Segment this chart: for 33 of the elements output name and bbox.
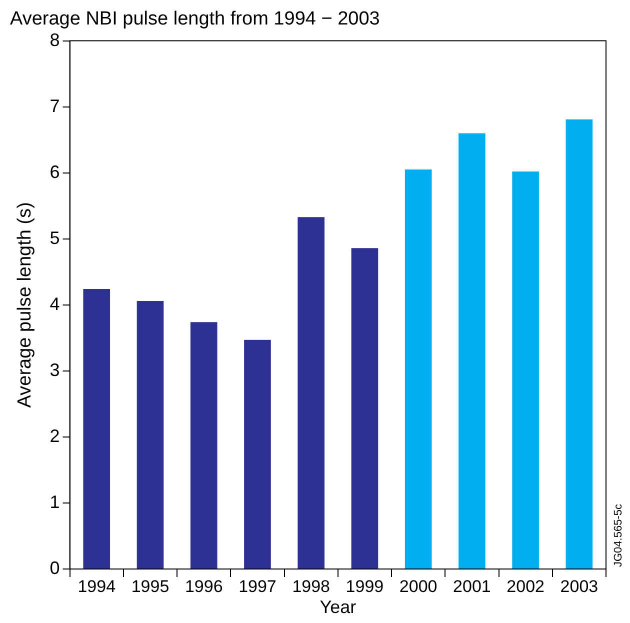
y-tick-label: 1: [50, 492, 60, 512]
bar: [404, 170, 432, 568]
y-tick-label: 3: [50, 360, 60, 380]
y-tick-label: 8: [50, 30, 60, 50]
x-tick-label: 1997: [238, 576, 276, 596]
bar: [244, 340, 271, 568]
y-tick-label: 5: [50, 228, 60, 248]
bar: [566, 119, 593, 568]
x-tick-label: 1999: [346, 576, 384, 596]
text: JG04.565-5c: [612, 504, 625, 567]
x-axis-title: Year: [320, 597, 356, 618]
bar: [512, 172, 539, 568]
x-tick-label: 1995: [131, 576, 170, 596]
x-tick-label: 2003: [560, 576, 598, 596]
bar: [298, 217, 324, 568]
y-tick-label: 4: [50, 294, 60, 314]
bar: [190, 322, 218, 568]
x-tick-label: 2000: [399, 576, 438, 596]
chart-title: Average NBI pulse length from 1994 − 2003: [10, 8, 380, 30]
y-tick-label: 6: [50, 162, 60, 182]
bar: [351, 248, 378, 568]
y-axis-title: Average pulse length (s): [14, 202, 36, 408]
x-tick-label: 1998: [292, 576, 330, 596]
bar: [136, 300, 164, 568]
x-tick-label: 2002: [506, 576, 544, 596]
y-tick-label: 0: [50, 558, 60, 578]
bar: [83, 289, 110, 568]
bar: [458, 133, 486, 568]
x-tick-label: 2001: [453, 576, 491, 596]
y-tick-label: 7: [50, 96, 60, 116]
x-tick-label: 1996: [184, 576, 223, 596]
y-tick-label: 2: [50, 426, 60, 446]
x-tick-label: 1994: [78, 576, 116, 596]
